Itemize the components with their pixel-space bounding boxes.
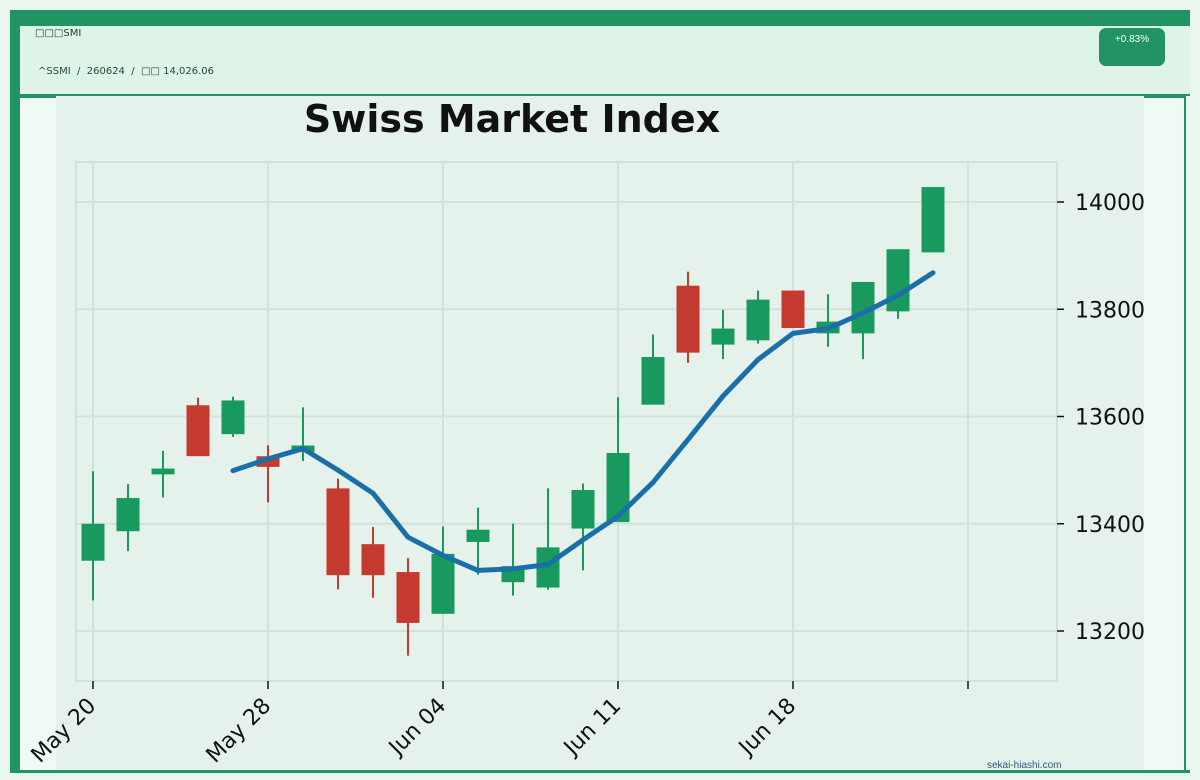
breadcrumb-price: □□ 14,026.06 (141, 66, 214, 77)
left-frame-bar (10, 10, 20, 772)
candle-up (641, 334, 665, 405)
top-frame-bar (10, 10, 1190, 26)
candle-up (466, 507, 490, 575)
candle-body (571, 490, 595, 529)
candle-down (676, 271, 700, 363)
y-tick-label: 14000 (1075, 191, 1145, 216)
change-badge: +0.83% (1099, 28, 1165, 66)
x-tick-label: Jun 18 (733, 694, 801, 762)
y-tick-label: 13200 (1075, 620, 1145, 645)
candle-up (221, 396, 245, 437)
bottom-frame-bar (10, 770, 1190, 773)
candle-body (711, 328, 735, 345)
candle-up (816, 294, 840, 347)
x-tick-label: Jun 04 (383, 694, 451, 762)
candle-body (641, 357, 665, 405)
candle-body (151, 468, 175, 475)
candle-body (116, 498, 140, 532)
candle-body (81, 523, 105, 561)
candle-body (361, 544, 385, 576)
candle-body (326, 488, 350, 576)
y-tick-label: 13800 (1075, 298, 1145, 323)
chart-header: □□□SMI ^SSMI / 260624 / □□ 14,026.06 +0.… (20, 26, 1190, 96)
candle-up (851, 281, 875, 360)
candle-body (466, 529, 490, 542)
candle-down (396, 558, 420, 656)
candle-up (81, 471, 105, 601)
candle-down (781, 290, 805, 328)
moving-average (230, 270, 936, 573)
candle-body (676, 285, 700, 353)
breadcrumb-symbol: ^SSMI (38, 66, 71, 77)
candle-up (606, 397, 630, 523)
candle-down (256, 445, 280, 503)
candle-up (921, 187, 945, 253)
candle-up (536, 488, 560, 590)
candle-body (396, 572, 420, 623)
candle-up (886, 249, 910, 319)
chart-title: Swiss Market Index (304, 97, 720, 141)
y-tick-label: 13600 (1075, 406, 1145, 431)
breadcrumb: ^SSMI / 260624 / □□ 14,026.06 (38, 66, 214, 77)
candles (81, 187, 945, 656)
candle-down (186, 397, 210, 457)
candle-body (186, 405, 210, 457)
candle-up (571, 483, 595, 571)
candle-up (501, 523, 525, 596)
candle-down (361, 526, 385, 598)
candle-up (431, 526, 455, 614)
candle-down (326, 478, 350, 590)
candle-up (116, 484, 140, 552)
x-tick-label: May 28 (202, 694, 277, 769)
candle-body (921, 187, 945, 253)
y-tick-label: 13400 (1075, 513, 1145, 538)
candle-body (221, 400, 245, 435)
candle-body (746, 299, 770, 341)
x-tick-label: May 20 (27, 694, 102, 769)
watermark: sekai-hiashi.com (987, 760, 1062, 771)
plot-frame (75, 161, 1058, 682)
candle-body (781, 290, 805, 328)
candle-up (711, 309, 735, 360)
candle-body (431, 553, 455, 614)
breadcrumb-date: 260624 (86, 66, 125, 77)
candle-up (151, 450, 175, 498)
x-tick-label: Jun 11 (558, 694, 626, 762)
ticker-title: □□□SMI (35, 28, 82, 39)
candle-up (746, 290, 770, 344)
moving-average-line (230, 270, 936, 573)
candle-body (606, 453, 630, 523)
